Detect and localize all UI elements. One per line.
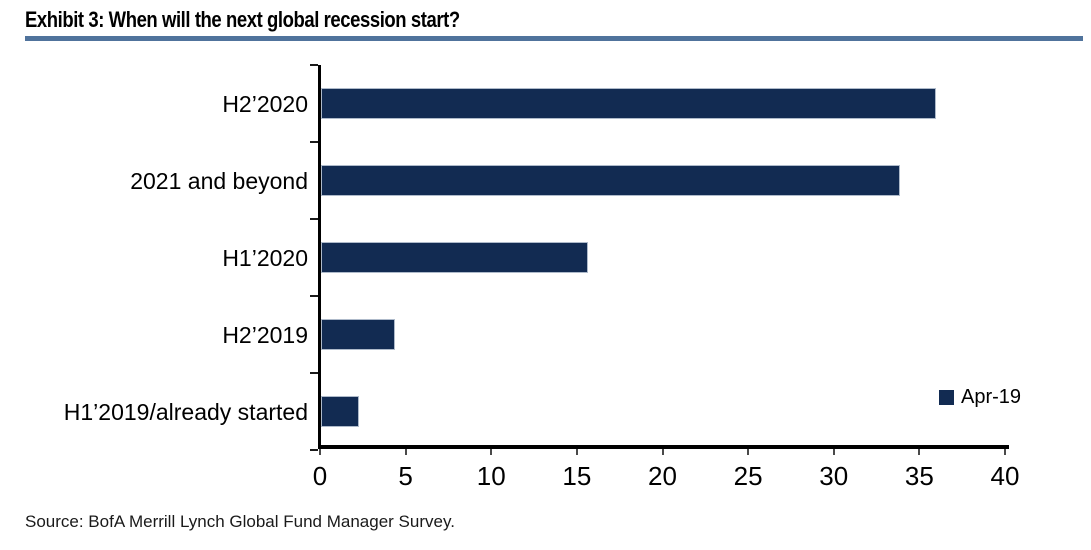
source-note: Source: BofA Merrill Lynch Global Fund M… [25,512,455,531]
x-axis-line [318,445,1009,449]
x-axis-tick [747,449,750,455]
x-axis-tick [661,449,664,455]
category-label: 2021 and beyond [130,167,308,194]
exhibit-title: Exhibit 3: When will the next global rec… [25,7,460,32]
x-axis-tick-label: 25 [733,461,763,491]
x-axis-tick-label: 5 [398,461,413,491]
legend-swatch [939,390,954,405]
x-axis-tick [575,449,578,455]
y-axis-tick [310,64,318,66]
category-label: H1’2020 [222,244,308,271]
x-axis-tick-label: 40 [990,461,1020,491]
bar [321,319,395,350]
bar [321,88,936,119]
category-label: H2’2020 [222,90,308,117]
bar [321,396,359,427]
legend-label: Apr-19 [961,386,1022,408]
y-axis-tick [310,141,318,143]
y-axis-tick [310,449,318,451]
x-axis-tick [832,449,835,455]
x-axis-tick [319,449,321,455]
category-label: H2’2019 [222,321,308,348]
x-axis-tick-label: 35 [904,461,934,491]
x-axis-tick-label: 10 [476,461,506,491]
x-axis-tick [918,449,921,455]
x-axis-tick [1004,449,1006,455]
x-axis-tick-label: 15 [562,461,592,491]
y-axis-tick [310,295,318,297]
x-axis-tick [490,449,493,455]
y-axis-line [318,65,321,449]
x-axis-tick-label: 0 [312,461,328,491]
y-axis-tick [310,372,318,374]
category-label: H1’2019/already started [63,398,308,425]
x-axis-tick-label: 30 [819,461,849,491]
y-axis-tick [310,218,318,220]
bar [321,165,900,196]
x-axis-tick [404,449,407,455]
title-underline [25,36,1083,41]
x-axis-tick-label: 20 [648,461,677,491]
chart-legend: Apr-19 [939,386,1021,409]
bar [321,242,588,273]
